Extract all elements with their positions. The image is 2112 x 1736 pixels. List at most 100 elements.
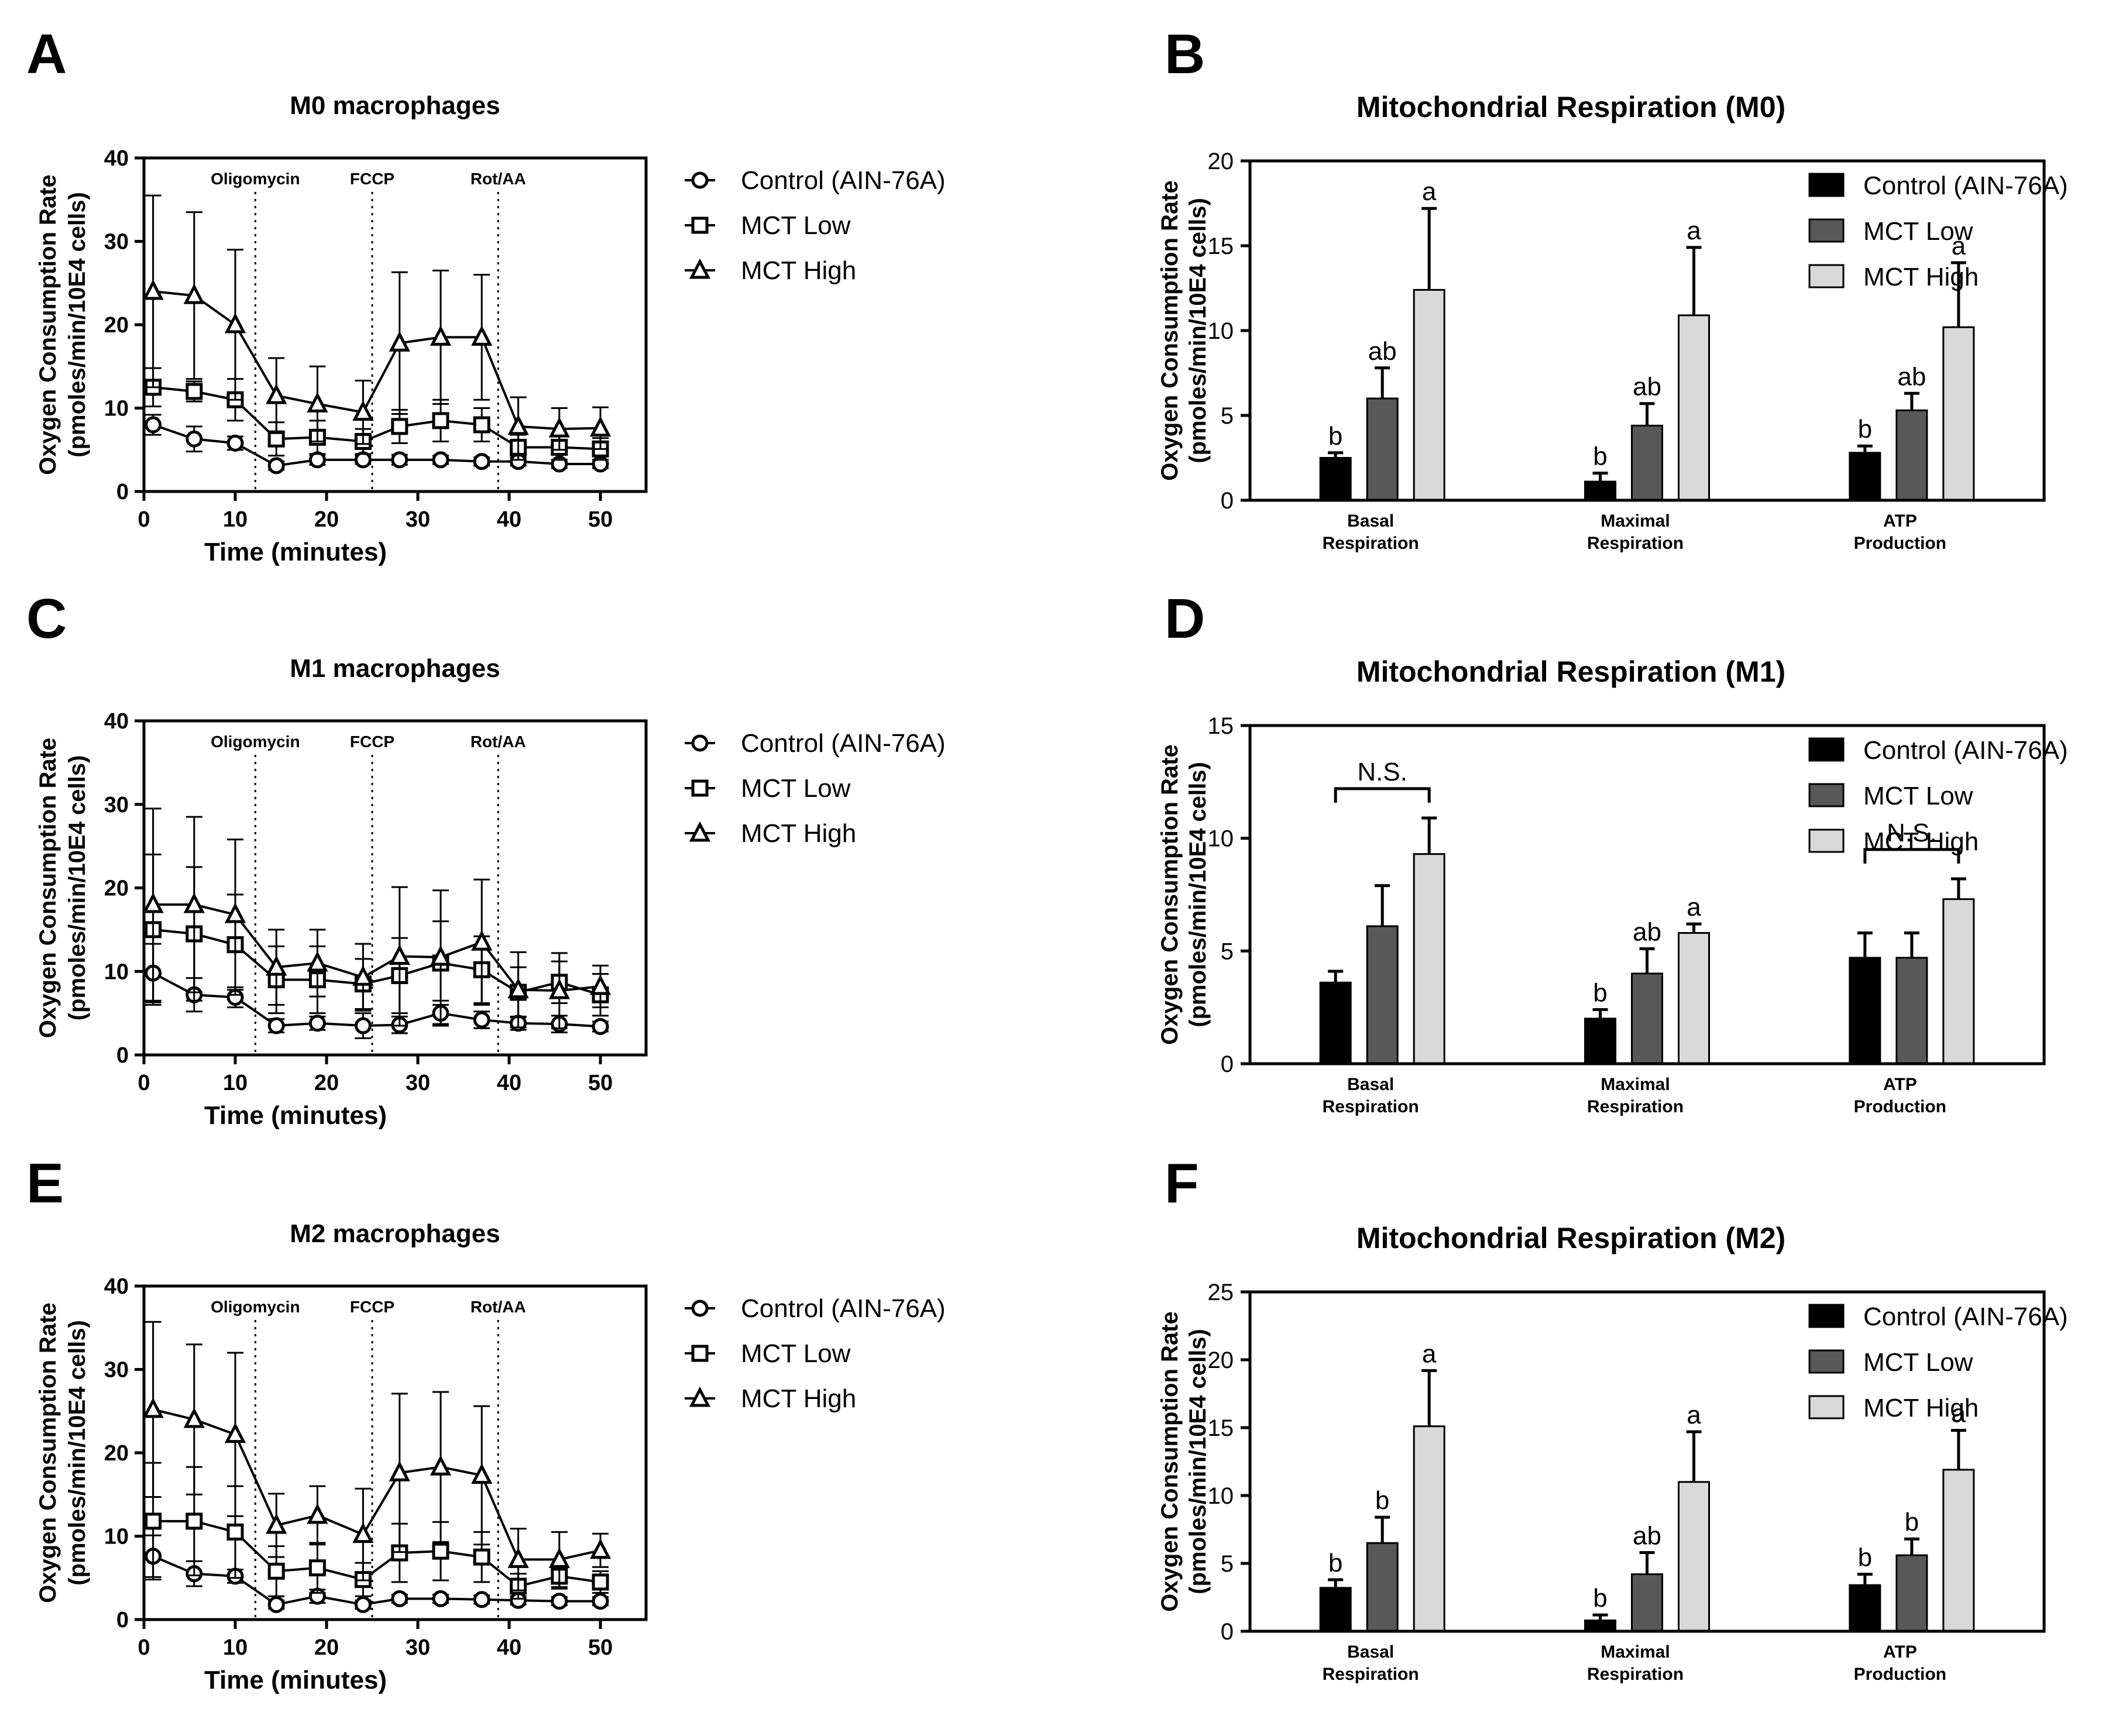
data-point — [473, 416, 490, 434]
y-tick-label: 10 — [104, 960, 129, 984]
legend-label: MCT High — [1863, 827, 1979, 856]
series-circle — [145, 414, 609, 475]
category-label: ATP — [1883, 1075, 1917, 1094]
legend-item: MCT Low — [685, 1339, 851, 1368]
legend-item: MCT High — [1808, 1394, 1979, 1422]
bar — [1895, 1554, 1928, 1632]
bar — [1849, 957, 1881, 1065]
significance-label: a — [1687, 1401, 1701, 1429]
legend-item: Control (AIN-76A) — [1808, 736, 2068, 765]
data-point — [589, 416, 612, 437]
data-point — [548, 978, 570, 999]
category-label: Production — [1854, 1097, 1946, 1116]
data-point — [471, 1463, 493, 1484]
data-point — [266, 383, 287, 404]
data-point — [267, 1017, 285, 1034]
data-point — [352, 400, 374, 421]
x-tick-label: 10 — [223, 507, 248, 532]
legend-label: MCT High — [741, 1384, 856, 1413]
data-point — [308, 451, 326, 469]
category-label: Production — [1854, 534, 1946, 553]
y-tick-label: 40 — [104, 709, 129, 734]
category-label: Maximal — [1601, 1642, 1670, 1662]
y-axis-label: Oxygen Consumption Rate — [1157, 1311, 1183, 1611]
data-point — [391, 1590, 408, 1607]
series-line — [153, 386, 601, 451]
y-tick-label: 10 — [1208, 1483, 1234, 1509]
data-point — [430, 1455, 452, 1476]
y-tick-label: 10 — [1208, 318, 1234, 344]
data-point — [142, 892, 164, 913]
y-tick-label: 20 — [104, 876, 129, 901]
legend-item: Control (AIN-76A) — [685, 729, 946, 758]
panel-c: C M1 macrophages Oligomycin FCCP Rot/AA 0 10 20… — [26, 587, 946, 1130]
legend-label: Control (AIN-76A) — [1863, 171, 2068, 200]
significance-label: b — [1858, 1544, 1872, 1572]
data-point — [432, 412, 449, 429]
data-point — [354, 451, 372, 469]
data-point — [551, 1593, 568, 1610]
data-point — [389, 1460, 410, 1481]
legend-item: MCT High — [685, 1384, 856, 1413]
data-point — [473, 1548, 490, 1566]
legend-swatch — [1808, 173, 1845, 197]
data-point — [307, 391, 328, 412]
legend-marker — [691, 171, 709, 189]
bar — [1413, 288, 1445, 501]
data-point — [186, 383, 203, 400]
legend-swatch — [1808, 1395, 1845, 1419]
chart-title: M0 macrophages — [290, 91, 500, 120]
series-square — [145, 367, 609, 461]
x-tick-label: 30 — [406, 1635, 430, 1660]
data-point — [308, 1559, 326, 1577]
series-line — [152, 1555, 600, 1606]
y-tick-label: 0 — [1221, 1051, 1234, 1077]
legend-swatch — [1808, 737, 1845, 762]
legend-label: Control (AIN-76A) — [1863, 1302, 2068, 1331]
category-label: Respiration — [1587, 534, 1684, 553]
bracket-line — [1863, 848, 1960, 864]
y-axis-label: Oxygen Consumption Rate — [1157, 180, 1183, 480]
legend-item: Control (AIN-76A) — [1808, 1302, 2068, 1331]
panel-letter: D — [1165, 587, 1205, 650]
data-point — [267, 1596, 285, 1613]
category-label: Basal — [1347, 511, 1394, 531]
x-tick-label: 10 — [223, 1635, 248, 1660]
data-point — [391, 451, 408, 469]
y-axis-label: (pmoles/min/10E4 cells) — [64, 755, 90, 1021]
x-tick-label: 40 — [497, 1071, 521, 1095]
significance-label: ab — [1633, 917, 1661, 946]
legend-swatch — [1808, 218, 1845, 243]
chart-title: Mitochondrial Respiration (M1) — [1357, 655, 1785, 688]
panel-letter: E — [26, 1152, 64, 1215]
legend-label: MCT High — [1863, 1394, 1979, 1422]
panel-a: A M0 macrophages Oligomycin FCCP Rot/AA 0 10 20… — [26, 23, 946, 566]
category-label: ATP — [1883, 511, 1917, 531]
category-label: Production — [1854, 1665, 1946, 1684]
y-tick-label: 5 — [1221, 939, 1234, 964]
y-axis-label: (pmoles/min/10E4 cells) — [1185, 198, 1211, 463]
x-tick-label: 0 — [138, 1071, 150, 1095]
x-tick-label: 0 — [138, 507, 150, 532]
significance-label: b — [1593, 979, 1607, 1008]
plot-frame — [142, 1284, 648, 1621]
data-point — [592, 1017, 609, 1035]
panel-letter: C — [26, 587, 67, 650]
data-point — [226, 1523, 244, 1541]
legend-item: MCT Low — [1808, 1348, 1973, 1377]
bar — [1895, 957, 1928, 1065]
data-point — [548, 417, 570, 438]
legend-item: Control (AIN-76A) — [685, 1294, 946, 1323]
category-label: Respiration — [1323, 1665, 1419, 1684]
series-triangle — [142, 194, 612, 457]
data-point — [391, 418, 408, 435]
category-label: Respiration — [1323, 534, 1419, 553]
y-tick-label: 40 — [104, 146, 129, 171]
data-point — [589, 1538, 612, 1559]
significance-label: b — [1593, 442, 1607, 471]
data-point — [430, 325, 452, 346]
series-line — [153, 928, 601, 996]
legend-label: MCT Low — [1863, 1348, 1973, 1377]
ns-bracket: N.S. — [1334, 758, 1431, 803]
significance-label: ab — [1633, 373, 1661, 401]
